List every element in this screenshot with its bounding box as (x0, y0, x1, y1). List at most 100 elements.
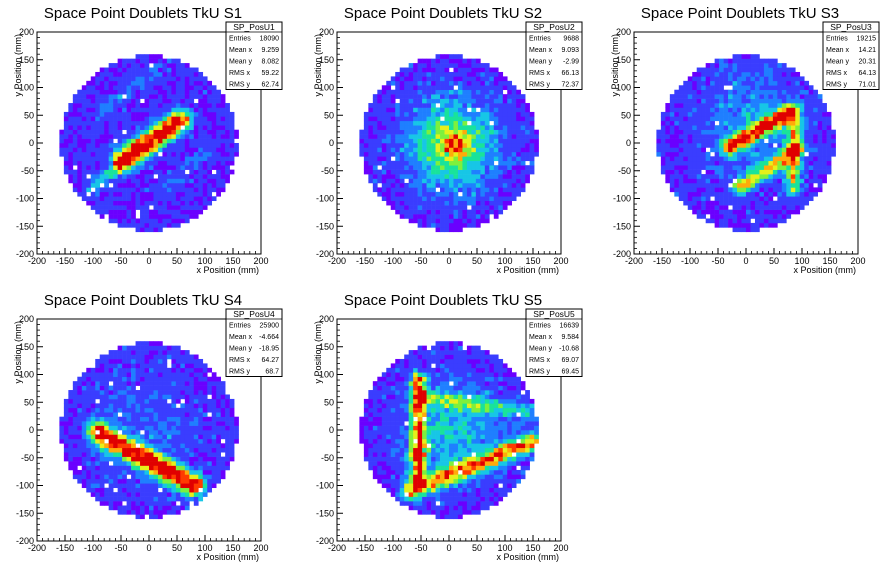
heatmap-bin (444, 134, 450, 139)
heatmap-bin (701, 174, 706, 179)
heatmap-bin (153, 134, 159, 139)
heatmap-bin (480, 94, 486, 99)
heatmap-bin (516, 120, 521, 126)
heatmap-bin (777, 191, 783, 197)
heatmap-bin (759, 174, 765, 179)
heatmap-bin (144, 430, 150, 435)
y-tick-label: 50 (24, 110, 34, 120)
heatmap-bin (166, 111, 172, 117)
heatmap-bin (140, 107, 145, 113)
heatmap-bin (404, 120, 409, 126)
heatmap-bin (202, 165, 208, 170)
heatmap-bin (171, 483, 177, 489)
heatmap-bin (108, 487, 114, 493)
heatmap-bin (772, 138, 778, 144)
heatmap-bin (140, 501, 145, 506)
heatmap-bin (484, 138, 490, 144)
heatmap-bin (777, 143, 783, 148)
heatmap-bin (413, 111, 418, 117)
heatmap-bin (777, 165, 783, 170)
heatmap-bin (86, 407, 92, 413)
heatmap-bin (108, 209, 114, 215)
heatmap-bin (131, 496, 136, 502)
heatmap-bin (117, 398, 123, 404)
heatmap-bin (440, 151, 445, 157)
heatmap-bin (462, 63, 468, 68)
heatmap-bin (507, 89, 513, 95)
heatmap-bin (493, 196, 499, 202)
heatmap-bin (126, 156, 132, 162)
heatmap-bin (144, 98, 150, 104)
heatmap-bin (180, 129, 186, 135)
heatmap-bin (471, 222, 477, 228)
heatmap-bin (746, 89, 751, 95)
heatmap-bin (507, 80, 513, 86)
heatmap-bin (408, 143, 414, 148)
heatmap-bin (408, 169, 414, 175)
heatmap-bin (422, 218, 427, 224)
heatmap-bin (162, 214, 168, 219)
heatmap-bin (122, 71, 127, 77)
heatmap-bin (171, 474, 177, 480)
heatmap-bin (122, 358, 127, 364)
heatmap-bin (813, 169, 818, 175)
heatmap-bin (484, 200, 490, 206)
heatmap-bin (395, 103, 401, 108)
heatmap-bin (131, 376, 136, 382)
heatmap-bin (790, 156, 796, 162)
heatmap-bin (184, 76, 190, 82)
heatmap-bin (198, 403, 204, 409)
heatmap-bin (723, 205, 729, 210)
heatmap-bin (696, 76, 702, 82)
heatmap-bin (395, 205, 401, 210)
heatmap-bin (399, 80, 405, 86)
heatmap-bin (144, 469, 150, 475)
heatmap-bin (126, 129, 132, 135)
heatmap-bin (211, 174, 217, 179)
heatmap-bin (207, 151, 213, 157)
heatmap-bin (122, 367, 127, 373)
heatmap-bin (462, 200, 468, 206)
heatmap-bin (768, 80, 774, 86)
heatmap-bin (426, 58, 432, 64)
x-axis-label: x Position (mm) (496, 265, 559, 275)
heatmap-bin (90, 76, 96, 82)
heatmap-bin (395, 151, 401, 157)
heatmap-bin (719, 191, 724, 197)
heatmap-bin (399, 160, 405, 166)
heatmap-bin (157, 385, 163, 391)
heatmap-bin (728, 191, 733, 197)
heatmap-bin (220, 143, 226, 148)
heatmap-bin (95, 196, 101, 202)
heatmap-bin (175, 354, 181, 360)
heatmap-bin (99, 385, 105, 391)
heatmap-bin (157, 438, 163, 444)
heatmap-bin (417, 116, 423, 122)
heatmap-bin (817, 120, 823, 126)
heatmap-bin (372, 134, 378, 139)
heatmap-bin (189, 94, 195, 99)
heatmap-bin (180, 474, 186, 480)
heatmap-bin (786, 143, 792, 148)
heatmap-bin (440, 222, 445, 228)
heatmap-bin (520, 138, 526, 144)
heatmap-bin (372, 107, 378, 113)
heatmap-bin (131, 85, 136, 91)
heatmap-bin (140, 412, 145, 417)
heatmap-bin (72, 129, 78, 135)
heatmap-bin (399, 187, 405, 193)
heatmap-bin (386, 182, 392, 188)
heatmap-bin (386, 107, 392, 113)
heatmap-bin (113, 120, 118, 126)
heatmap-bin (660, 160, 666, 166)
heatmap-bin (746, 174, 751, 179)
heatmap-bin (777, 196, 783, 202)
heatmap-bin (140, 483, 145, 489)
heatmap-bin (126, 452, 132, 457)
heatmap-bin (750, 103, 756, 108)
heatmap-bin (754, 85, 760, 91)
heatmap-bin (113, 63, 118, 68)
heatmap-bin (189, 403, 195, 409)
heatmap-bin (426, 63, 432, 68)
heatmap-bin (157, 456, 163, 462)
